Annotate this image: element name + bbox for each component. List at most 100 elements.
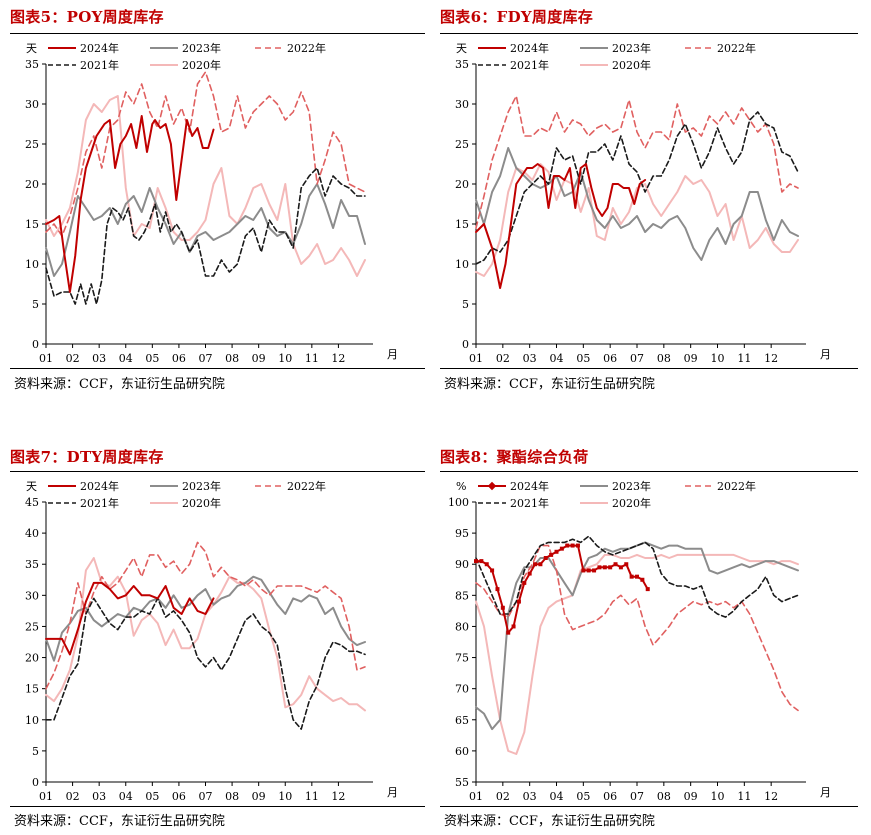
x-tick-label: 11 bbox=[737, 352, 751, 365]
source-note: 资料来源：CCF，东证衍生品研究院 bbox=[14, 814, 225, 829]
x-tick-label: 05 bbox=[145, 790, 159, 803]
x-tick-label: 01 bbox=[39, 352, 53, 365]
x-tick-label: 09 bbox=[684, 790, 698, 803]
y-unit-label: 天 bbox=[26, 480, 37, 493]
y-tick-label: 5 bbox=[462, 298, 469, 311]
x-tick-label: 05 bbox=[145, 352, 159, 365]
series-marker bbox=[565, 543, 570, 548]
series-marker bbox=[640, 577, 645, 582]
chart-title: 图表6：FDY周度库存 bbox=[440, 8, 594, 26]
x-tick-label: 11 bbox=[305, 352, 319, 365]
x-tick-label: 08 bbox=[225, 352, 239, 365]
x-tick-label: 08 bbox=[657, 352, 671, 365]
y-tick-label: 0 bbox=[32, 338, 39, 351]
y-tick-label: 25 bbox=[455, 138, 469, 151]
series-marker bbox=[592, 568, 597, 573]
y-tick-label: 55 bbox=[455, 776, 469, 789]
x-tick-label: 02 bbox=[66, 352, 80, 365]
chart-plot: 55 60 65 70 75 80 85 90 95 100% 01 02 03 04 05 06 07 08 09… bbox=[448, 479, 831, 803]
x-tick-label: 01 bbox=[469, 352, 483, 365]
y-tick-label: 5 bbox=[32, 298, 39, 311]
x-tick-label: 01 bbox=[469, 790, 483, 803]
y-tick-label: 20 bbox=[25, 178, 39, 191]
legend-label: 2020年 bbox=[612, 58, 651, 72]
y-tick-label: 100 bbox=[448, 496, 469, 509]
x-tick-label: 05 bbox=[576, 352, 590, 365]
series-marker bbox=[474, 559, 478, 564]
y-tick-label: 5 bbox=[32, 745, 39, 758]
y-tick-label: 15 bbox=[25, 683, 39, 696]
series-line-2022年 bbox=[45, 541, 366, 690]
x-tick-label: 07 bbox=[630, 352, 644, 365]
x-tick-label: 03 bbox=[523, 352, 537, 365]
legend-label: 2024年 bbox=[510, 479, 549, 493]
series-line-2023年 bbox=[45, 575, 366, 662]
legend-label: 2024年 bbox=[80, 41, 119, 55]
x-unit-label: 月 bbox=[387, 786, 398, 799]
series-marker bbox=[549, 552, 554, 557]
x-tick-label: 06 bbox=[603, 790, 617, 803]
series-line-2020年 bbox=[475, 163, 799, 277]
series-line-2022年 bbox=[45, 71, 366, 237]
y-tick-label: 10 bbox=[25, 258, 39, 271]
legend-label: 2021年 bbox=[510, 58, 549, 72]
source-note: 资料来源：CCF，东证衍生品研究院 bbox=[14, 377, 225, 392]
x-tick-label: 02 bbox=[496, 352, 510, 365]
y-tick-label: 40 bbox=[25, 527, 39, 540]
legend-label: 2022年 bbox=[717, 479, 756, 493]
chart-panel-dty: 图表7：DTY周度库存 0 5 10 15 20 25 30 35 40 45 天 01 02 03 04 0… bbox=[10, 446, 425, 832]
y-unit-label: % bbox=[456, 480, 466, 493]
legend-label: 2022年 bbox=[717, 41, 756, 55]
title-divider bbox=[10, 33, 425, 34]
series-marker bbox=[495, 587, 500, 592]
x-tick-label: 09 bbox=[684, 352, 698, 365]
chart-panel-poy: 图表5：POY周度库存 0 5 10 15 20 25 30 35 天 01 02 03 04 05 06 0… bbox=[10, 6, 425, 396]
x-tick-label: 05 bbox=[576, 790, 590, 803]
series-marker bbox=[575, 543, 580, 548]
y-tick-label: 65 bbox=[455, 714, 469, 727]
y-tick-label: 20 bbox=[25, 652, 39, 665]
chart-panel-polyester-load: 图表8：聚酯综合负荷 55 60 65 70 75 80 85 90 95 100% 01 02 03 0… bbox=[440, 446, 858, 832]
series-marker bbox=[570, 543, 575, 548]
y-tick-label: 15 bbox=[25, 218, 39, 231]
series-line-2024年 bbox=[45, 581, 215, 656]
x-tick-label: 12 bbox=[764, 790, 778, 803]
legend-label: 2022年 bbox=[287, 479, 326, 493]
y-tick-label: 30 bbox=[25, 98, 39, 111]
series-marker bbox=[479, 559, 484, 564]
series-marker bbox=[538, 562, 543, 567]
title-divider bbox=[440, 33, 858, 34]
y-tick-label: 60 bbox=[455, 745, 469, 758]
y-tick-label: 85 bbox=[455, 589, 469, 602]
y-tick-label: 35 bbox=[25, 58, 39, 71]
y-tick-label: 30 bbox=[455, 98, 469, 111]
y-tick-label: 10 bbox=[25, 714, 39, 727]
x-tick-label: 04 bbox=[550, 790, 564, 803]
legend-label: 2023年 bbox=[612, 479, 651, 493]
series-marker bbox=[602, 565, 607, 570]
x-unit-label: 月 bbox=[387, 348, 398, 361]
x-tick-label: 04 bbox=[119, 790, 133, 803]
chart-panel-fdy: 图表6：FDY周度库存 0 5 10 15 20 25 30 35 天 01 02 03 04 05 06 0… bbox=[440, 6, 858, 396]
y-tick-label: 95 bbox=[455, 527, 469, 540]
y-tick-label: 70 bbox=[455, 683, 469, 696]
series-marker bbox=[533, 562, 538, 567]
legend-marker bbox=[487, 481, 497, 491]
x-tick-label: 06 bbox=[172, 352, 186, 365]
y-tick-label: 15 bbox=[455, 218, 469, 231]
y-tick-label: 20 bbox=[455, 178, 469, 191]
x-tick-label: 08 bbox=[657, 790, 671, 803]
x-tick-label: 02 bbox=[496, 790, 510, 803]
series-line-2021年 bbox=[45, 167, 366, 305]
series-line-2024年 bbox=[45, 115, 215, 293]
series-marker bbox=[554, 549, 559, 554]
x-tick-label: 10 bbox=[278, 352, 292, 365]
title-divider bbox=[440, 471, 858, 472]
y-tick-label: 10 bbox=[455, 258, 469, 271]
legend-label: 2022年 bbox=[287, 41, 326, 55]
x-tick-label: 08 bbox=[225, 790, 239, 803]
legend-label: 2024年 bbox=[80, 479, 119, 493]
legend-label: 2020年 bbox=[612, 496, 651, 510]
